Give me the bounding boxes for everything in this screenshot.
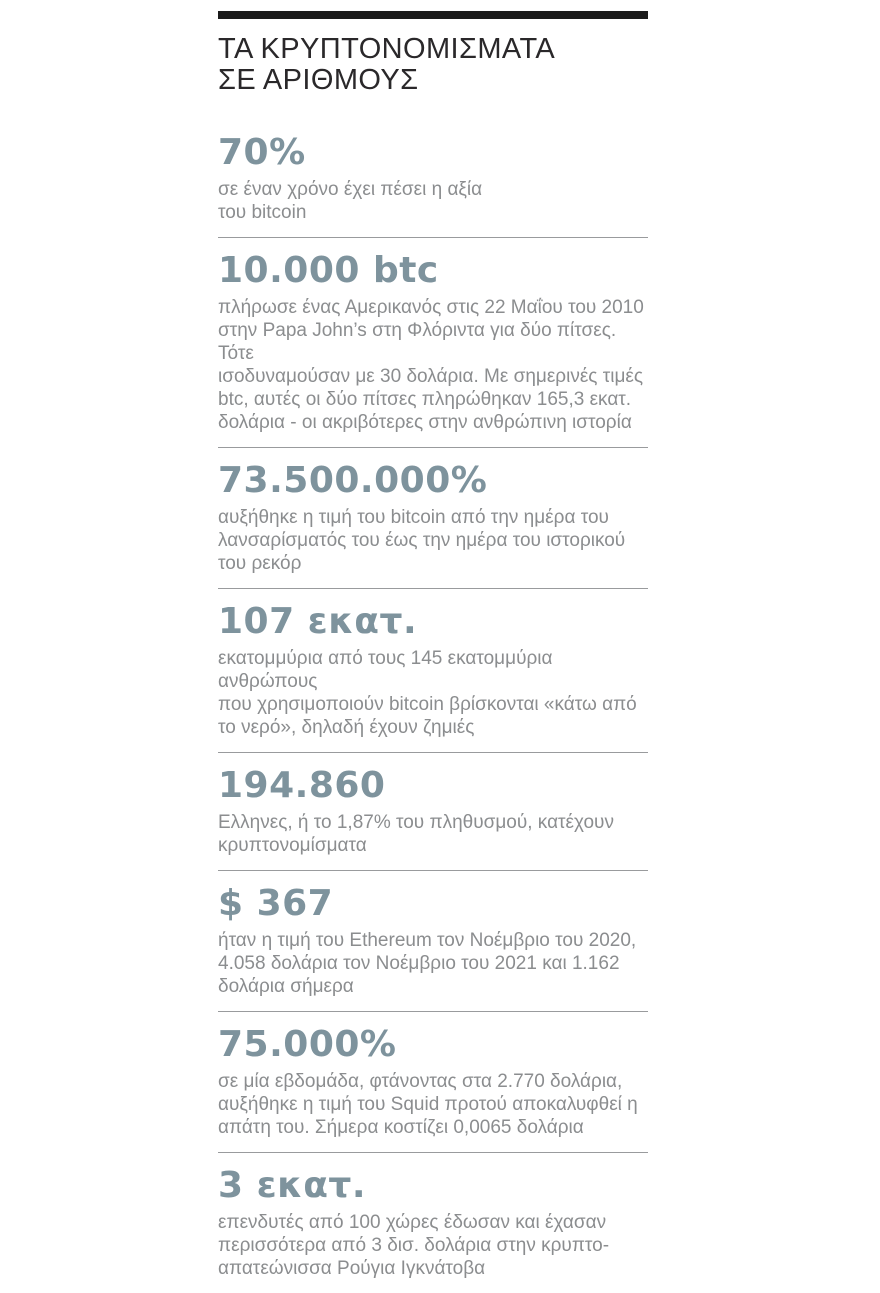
section-divider (218, 447, 648, 448)
stat-value: 194.860 (218, 765, 386, 806)
section-divider (218, 870, 648, 871)
stat-ethereum-price: $ 367 ήταν η τιμή του Ethereum τον Νοέμβ… (218, 871, 648, 1011)
page-title: ΤΑ ΚΡΥΠΤΟΝΟΜΙΣΜΑΤΑ ΣΕ ΑΡΙΘΜΟΥΣ (218, 33, 556, 96)
stat-description: σε μία εβδομάδα, φτάνοντας στα 2.770 δολ… (218, 1071, 638, 1138)
stat-value: 75.000% (218, 1024, 397, 1065)
stat-greek-holders: 194.860 Ελληνες, ή το 1,87% του πληθυσμο… (218, 753, 648, 870)
section-divider (218, 1152, 648, 1153)
stat-ignatova-scam: 3 εκατ. επενδυτές από 100 χώρες έδωσαν κ… (218, 1153, 648, 1293)
stat-description: σε έναν χρόνο έχει πέσει η αξία του bitc… (218, 179, 483, 223)
stat-description: επενδυτές από 100 χώρες έδωσαν και έχασα… (218, 1212, 610, 1279)
section-divider (218, 237, 648, 238)
stat-description: ήταν η τιμή του Ethereum τον Νοέμβριο το… (218, 930, 637, 997)
stat-value: 70% (218, 132, 306, 173)
section-divider (218, 588, 648, 589)
stat-squid-scam: 75.000% σε μία εβδομάδα, φτάνοντας στα 2… (218, 1012, 648, 1152)
stat-bitcoin-rise: 73.500.000% αυξήθηκε η τιμή του bitcoin … (218, 448, 648, 588)
stats-list: 70% σε έναν χρόνο έχει πέσει η αξία του … (218, 108, 648, 1293)
top-rule (218, 11, 648, 19)
stat-value: 3 εκατ. (218, 1165, 367, 1206)
stat-description: αυξήθηκε η τιμή του bitcoin από την ημέρ… (218, 507, 626, 574)
stat-value: 73.500.000% (218, 460, 488, 501)
section-divider (218, 1011, 648, 1012)
stat-value: $ 367 (218, 883, 334, 924)
infographic-sheet: ΤΑ ΚΡΥΠΤΟΝΟΜΙΣΜΑΤΑ ΣΕ ΑΡΙΘΜΟΥΣ 70% σε έν… (218, 11, 648, 1293)
stat-description: εκατομμύρια από τους 145 εκατομμύρια ανθ… (218, 648, 637, 738)
section-divider (218, 752, 648, 753)
stat-value: 107 εκατ. (218, 601, 418, 642)
stat-underwater-users: 107 εκατ. εκατομμύρια από τους 145 εκατο… (218, 589, 648, 752)
stat-bitcoin-drop: 70% σε έναν χρόνο έχει πέσει η αξία του … (218, 108, 648, 237)
stat-pizza-btc: 10.000 btc πλήρωσε ένας Αμερικανός στις … (218, 238, 648, 447)
stat-description: Ελληνες, ή το 1,87% του πληθυσμού, κατέχ… (218, 812, 614, 856)
stat-value: 10.000 btc (218, 250, 439, 291)
stat-description: πλήρωσε ένας Αμερικανός στις 22 Μαΐου το… (218, 297, 644, 433)
